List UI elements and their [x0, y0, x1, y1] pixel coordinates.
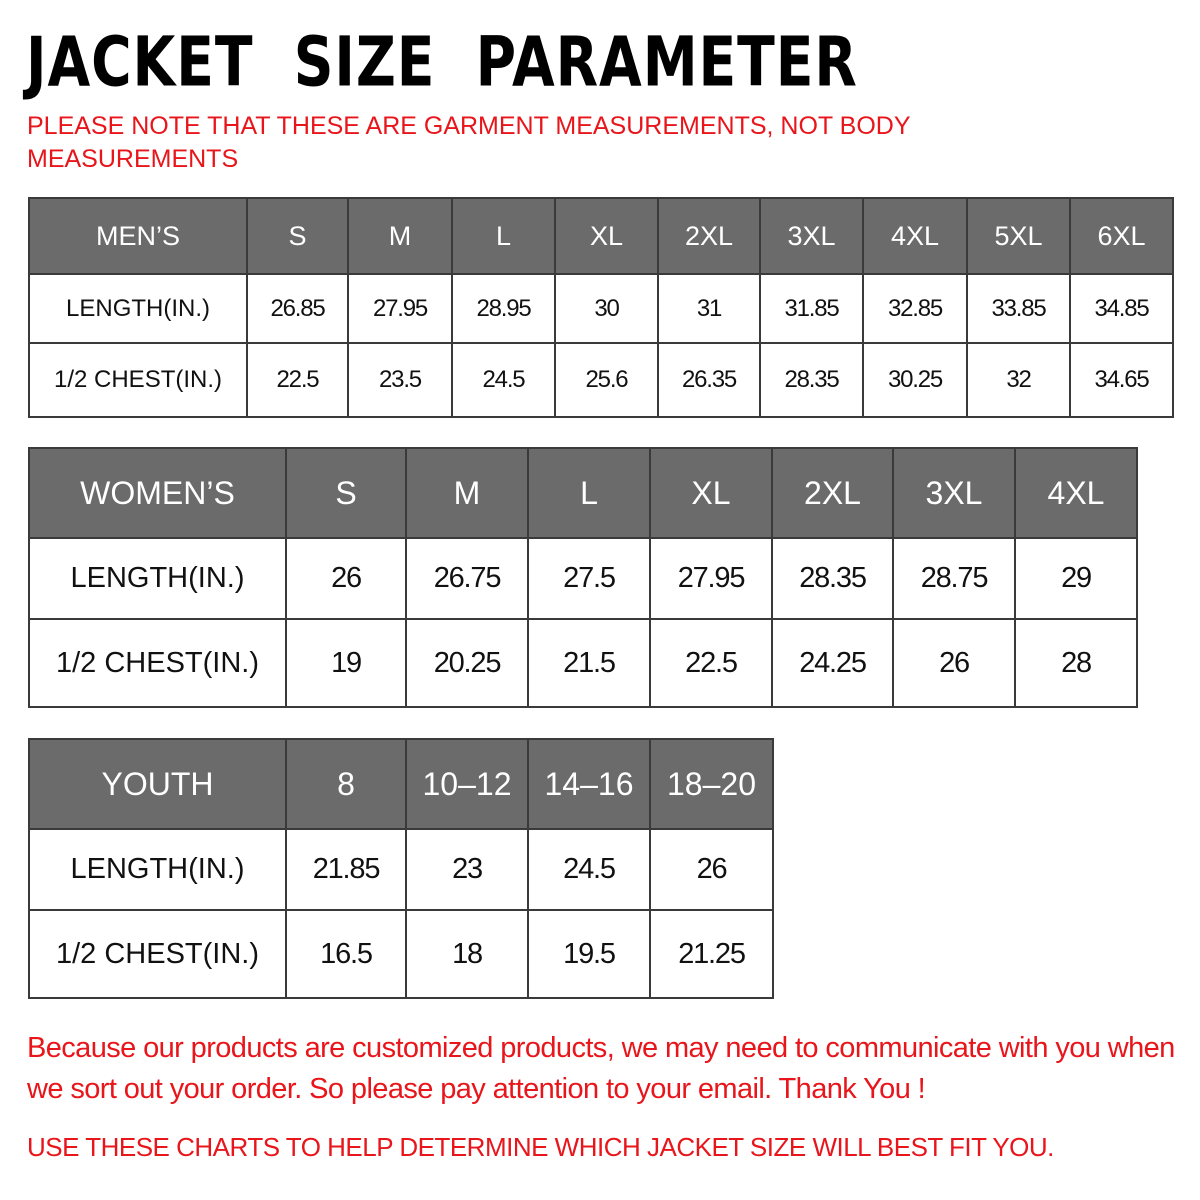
row-label: LENGTH(IN.) — [28, 273, 248, 344]
measurement-cell: 27.95 — [347, 273, 453, 344]
measurement-cell: 26.35 — [657, 342, 761, 418]
measurement-cell: 16.5 — [285, 909, 407, 999]
fit-advice: USE THESE CHARTS TO HELP DETERMINE WHICH… — [27, 1132, 1054, 1162]
measurement-note: PLEASE NOTE THAT THESE ARE GARMENT MEASU… — [27, 112, 911, 173]
customization-notice: Because our products are customized prod… — [27, 1032, 1175, 1105]
measurement-cell: 33.85 — [966, 273, 1071, 344]
measurement-cell: 24.25 — [771, 618, 894, 708]
measurement-cell: 21.85 — [285, 828, 407, 911]
measurement-cell: 27.5 — [527, 537, 651, 620]
measurement-cell: 32 — [966, 342, 1071, 418]
womens-size-table: WOMEN’S S M L XL 2XL 3XL 4XL LENGTH(IN.) 26 26.75 2… — [28, 447, 1138, 708]
measurement-cell: 24.5 — [451, 342, 556, 418]
size-header: M — [347, 197, 453, 275]
size-header: 3XL — [892, 447, 1016, 539]
measurement-cell: 26 — [285, 537, 407, 620]
row-label: 1/2 CHEST(IN.) — [28, 342, 248, 418]
measurement-cell: 30 — [554, 273, 659, 344]
measurement-cell: 29 — [1014, 537, 1138, 620]
measurement-cell: 23.5 — [347, 342, 453, 418]
table-row: LENGTH(IN.) 26 26.75 27.5 27.95 28.35 28.75 29 — [28, 537, 1138, 620]
page-title: JACKET SIZE PARAMETER — [26, 22, 858, 103]
measurement-cell: 31 — [657, 273, 761, 344]
size-header: 14–16 — [527, 738, 651, 830]
measurement-cell: 28.35 — [771, 537, 894, 620]
measurement-cell: 22.5 — [246, 342, 349, 418]
measurement-cell: 31.85 — [759, 273, 864, 344]
size-header: 8 — [285, 738, 407, 830]
size-header: 3XL — [759, 197, 864, 275]
measurement-cell: 19.5 — [527, 909, 651, 999]
measurement-cell: 21.25 — [649, 909, 774, 999]
header-row: YOUTH 8 10–12 14–16 18–20 — [28, 738, 774, 830]
measurement-cell: 26.85 — [246, 273, 349, 344]
row-label: 1/2 CHEST(IN.) — [28, 909, 287, 999]
measurement-cell: 26.75 — [405, 537, 529, 620]
size-header: 4XL — [862, 197, 968, 275]
table-row: LENGTH(IN.) 21.85 23 24.5 26 — [28, 828, 774, 911]
measurement-cell: 21.5 — [527, 618, 651, 708]
header-row: MEN’S S M L XL 2XL 3XL 4XL 5XL 6XL — [28, 197, 1174, 275]
size-header: 2XL — [657, 197, 761, 275]
size-header: 6XL — [1069, 197, 1174, 275]
measurement-cell: 27.95 — [649, 537, 773, 620]
header-row: WOMEN’S S M L XL 2XL 3XL 4XL — [28, 447, 1138, 539]
measurement-cell: 32.85 — [862, 273, 968, 344]
mens-size-table: MEN’S S M L XL 2XL 3XL 4XL 5XL 6XL LENGTH(IN.) 26.8… — [28, 197, 1174, 418]
size-header: 2XL — [771, 447, 894, 539]
row-label: LENGTH(IN.) — [28, 537, 287, 620]
measurement-cell: 24.5 — [527, 828, 651, 911]
measurement-cell: 34.85 — [1069, 273, 1174, 344]
size-header: 18–20 — [649, 738, 774, 830]
size-header: XL — [554, 197, 659, 275]
measurement-cell: 20.25 — [405, 618, 529, 708]
row-label: YOUTH — [28, 738, 287, 830]
measurement-cell: 18 — [405, 909, 529, 999]
measurement-cell: 34.65 — [1069, 342, 1174, 418]
row-label: 1/2 CHEST(IN.) — [28, 618, 287, 708]
size-header: 5XL — [966, 197, 1071, 275]
row-label: MEN’S — [28, 197, 248, 275]
table-row: LENGTH(IN.) 26.85 27.95 28.95 30 31 31.85 32.85… — [28, 273, 1174, 344]
measurement-cell: 25.6 — [554, 342, 659, 418]
size-header: S — [246, 197, 349, 275]
size-header: S — [285, 447, 407, 539]
measurement-cell: 28.35 — [759, 342, 864, 418]
row-label: WOMEN’S — [28, 447, 287, 539]
measurement-cell: 28.75 — [892, 537, 1016, 620]
measurement-cell: 28.95 — [451, 273, 556, 344]
size-header: L — [527, 447, 651, 539]
measurement-cell: 28 — [1014, 618, 1138, 708]
size-header: M — [405, 447, 529, 539]
table-row: 1/2 CHEST(IN.) 16.5 18 19.5 21.25 — [28, 909, 774, 999]
measurement-cell: 23 — [405, 828, 529, 911]
table-row: 1/2 CHEST(IN.) 19 20.25 21.5 22.5 24.25 26 28 — [28, 618, 1138, 708]
size-header: L — [451, 197, 556, 275]
measurement-cell: 22.5 — [649, 618, 773, 708]
measurement-cell: 26 — [649, 828, 774, 911]
row-label: LENGTH(IN.) — [28, 828, 287, 911]
measurement-cell: 30.25 — [862, 342, 968, 418]
size-header: 10–12 — [405, 738, 529, 830]
size-header: XL — [649, 447, 773, 539]
measurement-cell: 19 — [285, 618, 407, 708]
table-row: 1/2 CHEST(IN.) 22.5 23.5 24.5 25.6 26.35 28.35… — [28, 342, 1174, 418]
youth-size-table: YOUTH 8 10–12 14–16 18–20 LENGTH(IN.) 21.85 23 2… — [28, 738, 774, 999]
measurement-cell: 26 — [892, 618, 1016, 708]
size-header: 4XL — [1014, 447, 1138, 539]
